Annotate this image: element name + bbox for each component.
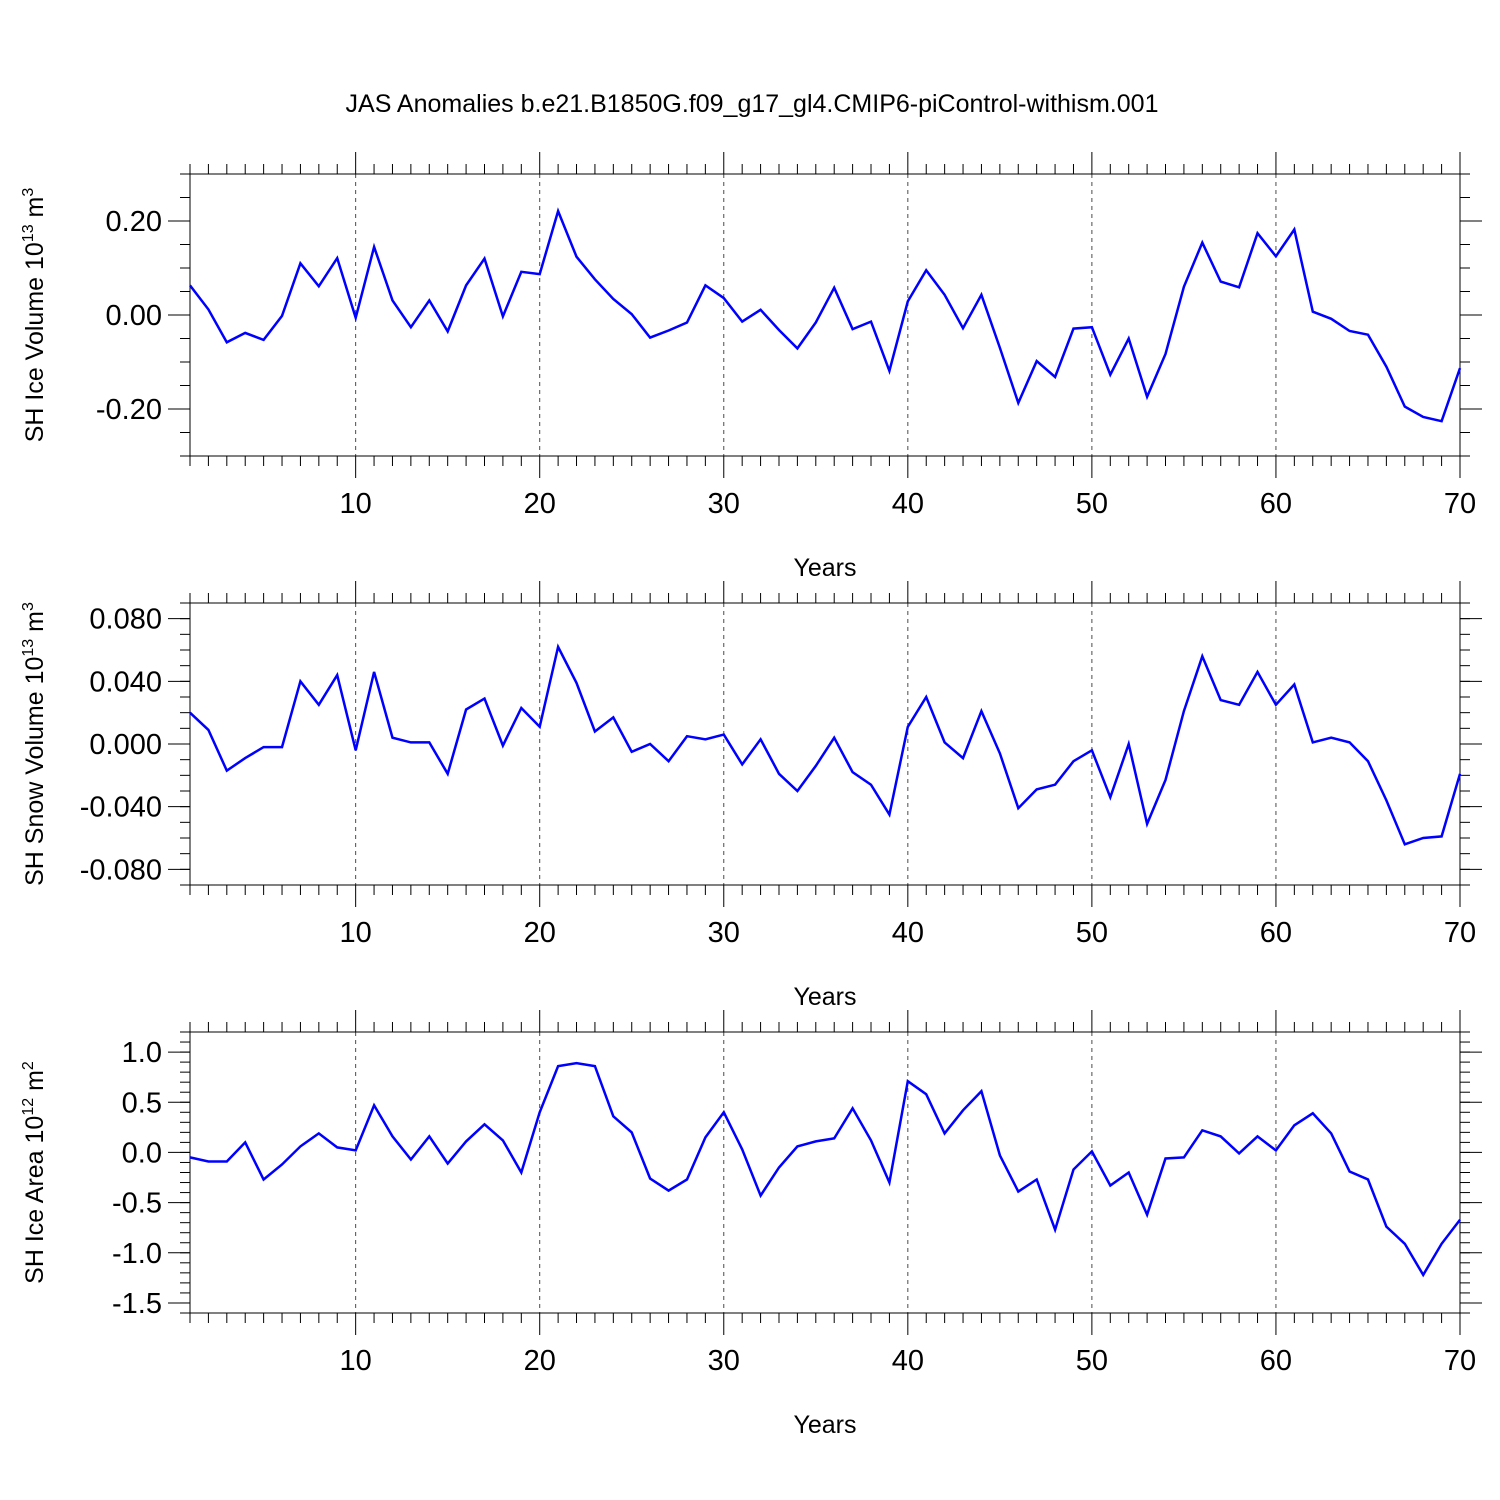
x-tick-label: 50	[1076, 1345, 1108, 1377]
y-tick-label: 0.040	[89, 666, 162, 698]
y-axis-title: SH Snow Volume 1013 m3	[20, 602, 49, 886]
y-tick-label: -0.5	[112, 1188, 162, 1220]
chart-title: JAS Anomalies b.e21.B1850G.f09_g17_gl4.C…	[346, 90, 1159, 118]
x-tick-label: 20	[524, 917, 556, 949]
panel-snow-volume: 0.080 0.040 0.000 -0.040 -0.080 10 20 30 40 50 60 7…	[20, 581, 1482, 1011]
series-line	[189, 207, 1462, 423]
x-tick-label: 30	[708, 917, 740, 949]
series-line	[189, 1061, 1461, 1278]
x-tick-label: 60	[1260, 1345, 1292, 1377]
x-axis-title: Years	[793, 554, 856, 582]
y-tick-label: 0.080	[89, 604, 162, 636]
x-tick-label: 70	[1444, 917, 1476, 949]
y-tick-label: -0.040	[80, 792, 162, 824]
x-tick-label: 70	[1444, 1345, 1476, 1377]
x-tick-label: 40	[892, 488, 924, 520]
y-tick-label: 0.20	[106, 206, 162, 238]
y-tick-label: -0.20	[96, 394, 162, 426]
plot-frame	[189, 1031, 1461, 1314]
panel-ice-volume: 0.20 0.00 -0.20 10 20 30 40 50 60 70 Years SH Ice V…	[20, 152, 1482, 582]
y-tick-label: 0.000	[89, 729, 162, 761]
x-tick-label: 60	[1260, 488, 1292, 520]
x-tick-label: 30	[708, 488, 740, 520]
x-tick-label: 70	[1444, 488, 1476, 520]
x-tick-label: 50	[1076, 917, 1108, 949]
x-axis-title: Years	[793, 983, 856, 1011]
y-tick-label: 0.00	[106, 300, 162, 332]
y-tick-label: 1.0	[122, 1037, 162, 1069]
x-tick-label: 20	[524, 488, 556, 520]
series-line	[189, 643, 1462, 846]
x-tick-label: 10	[340, 917, 372, 949]
x-tick-label: 40	[892, 917, 924, 949]
x-tick-label: 10	[340, 488, 372, 520]
y-axis-title: SH Ice Volume 1013 m3	[20, 188, 49, 443]
y-tick-label: -0.080	[80, 854, 162, 886]
x-tick-label: 40	[892, 1345, 924, 1377]
plot-frame	[189, 173, 1461, 457]
y-tick-label: 0.0	[122, 1137, 162, 1169]
y-tick-label: -1.0	[112, 1238, 162, 1270]
x-tick-label: 60	[1260, 917, 1292, 949]
x-tick-label: 10	[340, 1345, 372, 1377]
y-axis-title: SH Ice Area 1012 m2	[20, 1061, 49, 1284]
y-tick-label: -1.5	[112, 1288, 162, 1320]
x-tick-label: 20	[524, 1345, 556, 1377]
x-axis-title: Years	[793, 1411, 856, 1439]
x-tick-label: 50	[1076, 488, 1108, 520]
y-tick-label: 0.5	[122, 1087, 162, 1119]
plot-frame	[189, 602, 1461, 886]
panel-ice-area: 1.0 0.5 0.0 -0.5 -1.0 -1.5 10 20 30 40 50 60 70 Years…	[20, 1010, 1482, 1439]
x-tick-label: 30	[708, 1345, 740, 1377]
